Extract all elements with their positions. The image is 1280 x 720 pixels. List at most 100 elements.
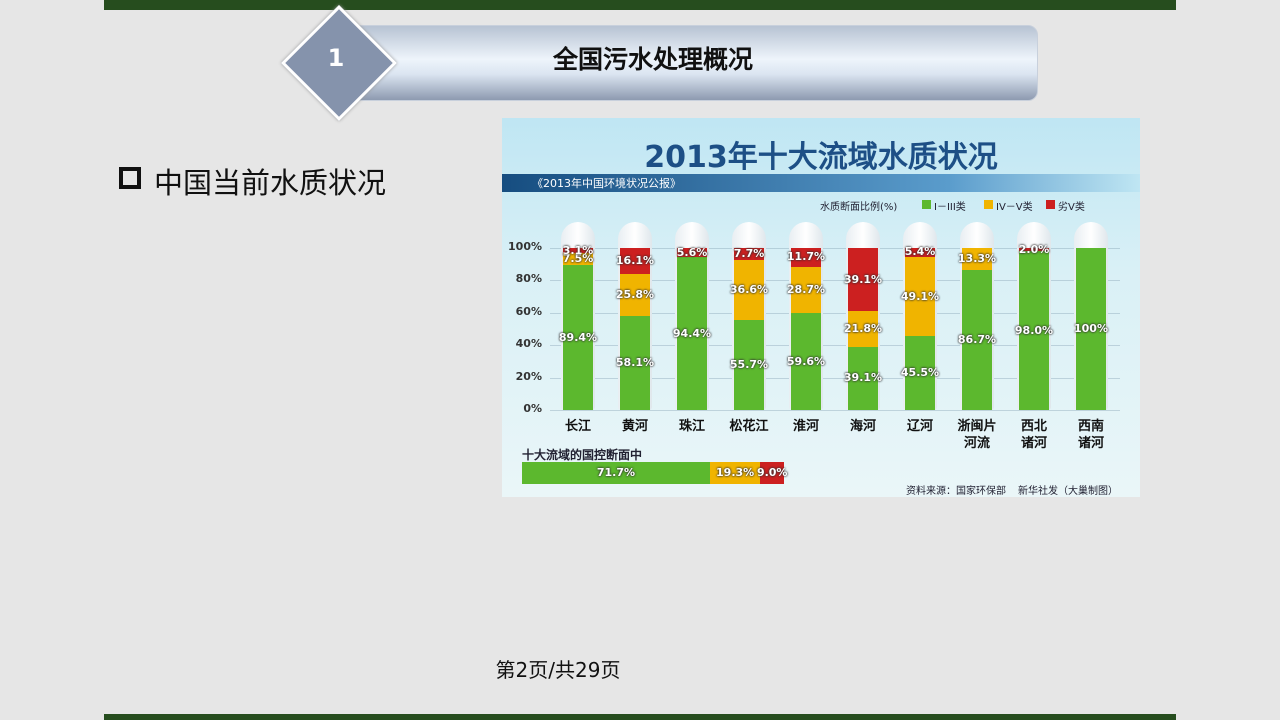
value-label: 5.4% <box>904 245 936 259</box>
bar-segment <box>563 253 593 266</box>
y-tick-label: 20% <box>515 369 542 383</box>
bar-segment <box>791 313 821 410</box>
x-tick-label: 淮河 <box>792 419 819 434</box>
bar-segment <box>905 336 935 410</box>
legend-swatch <box>922 200 931 209</box>
value-label: 98.0% <box>1014 323 1054 337</box>
grid-line <box>550 312 1120 314</box>
value-label: 39.1% <box>843 272 883 286</box>
value-label: 21.8% <box>843 322 883 335</box>
bullet-text: 中国当前水质状况 <box>154 166 387 200</box>
value-label: 59.6% <box>786 354 826 368</box>
value-label: 25.8% <box>615 287 655 301</box>
value-label: 2.0% <box>1018 242 1050 256</box>
slide-title: 全国污水处理概况 <box>552 45 753 74</box>
bar-segment <box>734 319 764 410</box>
page-number: 第2页/共29页 <box>495 658 621 682</box>
x-tick-label: 长江 <box>564 419 591 434</box>
bar-segment <box>791 266 821 314</box>
x-tick-label: 浙闽片 河流 <box>957 419 997 451</box>
credit: 新华社发（大巢制图） <box>1018 486 1118 497</box>
bullet-icon <box>119 167 141 189</box>
value-label: 13.3% <box>957 251 997 265</box>
legend-swatch <box>1046 200 1055 209</box>
top-bar <box>104 0 1176 10</box>
legend-swatch <box>984 200 993 209</box>
bar-segment <box>848 311 878 347</box>
x-tick-label: 松花江 <box>729 419 769 434</box>
bar-segment <box>620 274 650 316</box>
chart-subtitle: 《2013年中国环境状况公报》 <box>532 177 681 190</box>
bar-segment <box>962 269 992 410</box>
summary-segment <box>760 462 784 484</box>
y-tick-label: 60% <box>515 304 542 318</box>
y-tick-label: 0% <box>523 402 542 415</box>
value-label: 28.7% <box>786 283 826 297</box>
title-banner <box>340 25 1038 101</box>
bar-segment <box>848 346 878 410</box>
value-label: 7.5% <box>562 252 594 266</box>
value-label: 86.7% <box>957 332 997 346</box>
subtitle-strip <box>502 174 1140 192</box>
bottom-bar <box>104 714 1176 720</box>
value-label: 49.1% <box>900 289 940 303</box>
bar-segment <box>905 248 935 257</box>
grid-line <box>550 280 1120 282</box>
bar-segment <box>734 248 764 261</box>
y-tick-label: 80% <box>515 272 542 286</box>
grid-line <box>550 248 1120 249</box>
bar-segment <box>962 248 992 270</box>
bar-segment <box>791 248 821 267</box>
summary-label: 9.0% <box>756 466 788 479</box>
value-label: 7.7% <box>733 247 765 261</box>
bar-segment <box>620 315 650 410</box>
x-tick-label: 黄河 <box>621 419 648 434</box>
bar-segment <box>563 248 593 254</box>
bar-segment <box>1076 248 1106 410</box>
legend-label: IV－V类 <box>996 202 1033 213</box>
grid-line <box>550 410 1120 411</box>
summary-segment <box>522 462 710 484</box>
summary-label: 71.7% <box>596 466 635 479</box>
summary-label: 十大流域的国控断面中 <box>522 448 643 462</box>
x-tick-label: 辽河 <box>906 419 933 434</box>
value-label: 36.6% <box>729 283 769 297</box>
bar-segment <box>1019 248 1049 252</box>
value-label: 58.1% <box>615 355 655 369</box>
value-label: 100% <box>1074 322 1108 335</box>
y-tick-label: 40% <box>515 337 542 351</box>
value-label: 3.1% <box>562 243 594 257</box>
summary-segment <box>709 462 761 484</box>
section-number: 1 <box>327 44 345 72</box>
chart-figure: 2013年十大流域水质状况 《2013年中国环境状况公报》 水质断面比例(%) … <box>502 118 1140 497</box>
bar-segment <box>677 257 707 410</box>
bar-segment <box>734 260 764 320</box>
legend-label: I－III类 <box>934 202 966 213</box>
bar-segment <box>848 248 878 312</box>
x-tick-label: 西南 诸河 <box>1077 419 1104 451</box>
value-label: 55.7% <box>729 357 769 371</box>
grid-line <box>550 345 1120 347</box>
value-label: 5.6% <box>676 245 708 259</box>
bar-segment <box>677 248 707 258</box>
legend-title: 水质断面比例(%) <box>820 202 898 213</box>
bar-segment <box>905 256 935 337</box>
value-label: 94.4% <box>672 326 712 340</box>
value-label: 39.1% <box>843 371 883 385</box>
y-tick-label: 100% <box>508 240 542 253</box>
source: 资料来源：国家环保部 <box>906 486 1006 497</box>
bar-segment <box>620 248 650 275</box>
x-tick-label: 海河 <box>849 419 876 434</box>
x-tick-label: 西北 诸河 <box>1020 419 1047 451</box>
bar-segment <box>1019 251 1049 410</box>
bar-segment <box>563 265 593 410</box>
summary-label: 19.3% <box>716 466 755 479</box>
value-label: 11.7% <box>786 250 826 264</box>
chart-title: 2013年十大流域水质状况 <box>644 140 998 175</box>
legend-label: 劣V类 <box>1058 202 1085 213</box>
value-label: 45.5% <box>900 366 940 380</box>
x-tick-label: 珠江 <box>678 419 705 434</box>
value-label: 89.4% <box>558 330 598 344</box>
grid-line <box>550 377 1120 379</box>
